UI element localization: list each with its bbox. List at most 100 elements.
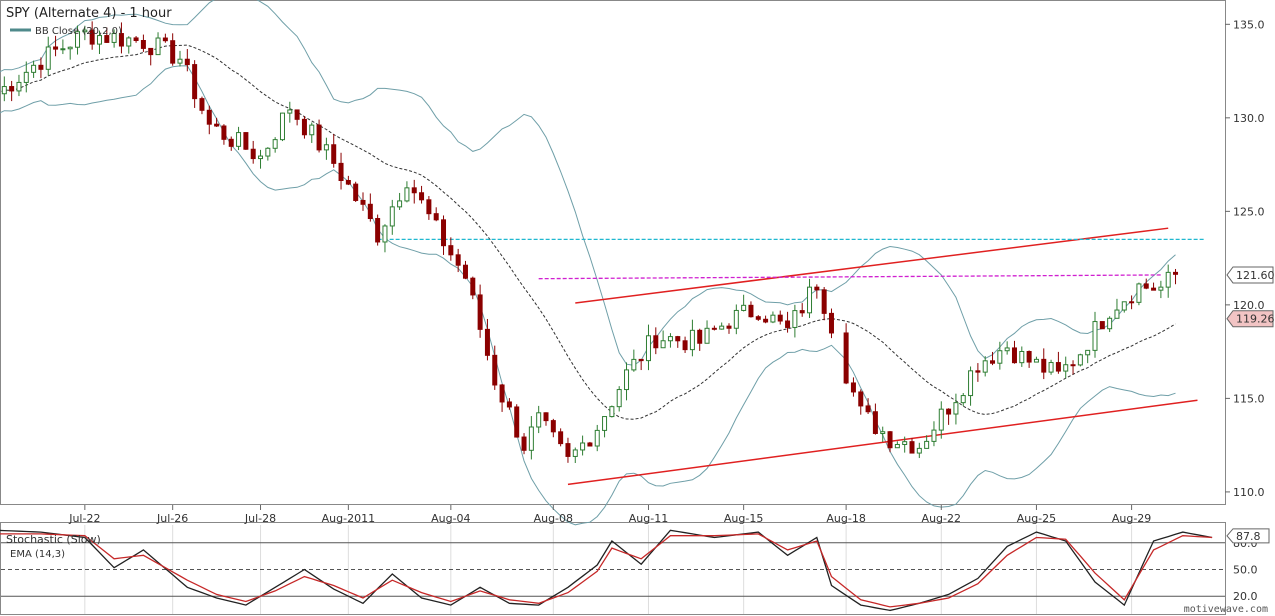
y-tick-label: 110.0 <box>1233 486 1265 499</box>
candle-body <box>360 199 366 205</box>
candle-body <box>1033 358 1039 363</box>
candle-body <box>1011 347 1017 364</box>
candle-body <box>75 31 81 48</box>
candle-body <box>60 48 66 51</box>
candle-body <box>902 441 908 445</box>
x-tick-label: Aug-04 <box>431 512 470 525</box>
candle-body <box>711 327 717 330</box>
bb-upper-band <box>0 0 1176 366</box>
candle-body <box>550 420 556 433</box>
candle-body <box>850 382 856 393</box>
bb-middle-band <box>0 44 1176 420</box>
candle-body <box>170 40 176 64</box>
candle-body <box>382 225 388 243</box>
candle-body <box>777 314 783 322</box>
candle-body <box>1041 358 1047 373</box>
candle-body <box>470 277 476 296</box>
candle-body <box>118 33 124 47</box>
y-tick-label: 135.0 <box>1233 18 1265 31</box>
candle-body <box>1129 301 1135 304</box>
x-tick-label: Aug-18 <box>826 512 865 525</box>
candle-body <box>214 123 220 127</box>
candle-body <box>1026 350 1032 363</box>
candle-body <box>872 411 878 434</box>
upper-trendline <box>575 227 1169 304</box>
x-tick-label: Aug-15 <box>724 512 763 525</box>
candle-body <box>645 335 651 362</box>
price-y-axis: 110.0 115.0 120.0 125.0 130.0 135.0 121.60 119.… <box>1225 18 1275 499</box>
candle-body <box>719 325 725 330</box>
time-x-axis: Jul-22 Jul-26 Jul-28 Aug-2011 Aug-04 Aug-08 Au… <box>68 505 1151 614</box>
candle-body <box>236 132 242 147</box>
candle-body <box>638 358 644 362</box>
x-tick-label: Aug-22 <box>922 512 961 525</box>
candle-body <box>148 47 154 56</box>
candle-body <box>177 58 183 64</box>
candle-body <box>96 35 102 45</box>
bb-legend-label: BB Close (20,2,0) <box>35 26 122 37</box>
candle-body <box>126 37 132 47</box>
ema-legend-label: EMA (14,3) <box>10 549 65 560</box>
candle-body <box>594 429 600 447</box>
candle-body <box>294 109 300 120</box>
candle-body <box>1158 286 1164 291</box>
y-tick-label: 115.0 <box>1233 392 1265 405</box>
candle-body <box>455 254 461 266</box>
stoch-last-value: 87.8 <box>1236 530 1261 543</box>
candle-body <box>968 370 974 397</box>
candle-body <box>353 183 359 201</box>
candle-body <box>799 310 805 314</box>
candle-body <box>1063 364 1069 372</box>
candle-body <box>133 37 139 41</box>
candle-body <box>843 332 849 384</box>
candle-body <box>206 109 212 125</box>
candle-body <box>1165 271 1171 288</box>
candle-body <box>572 449 578 457</box>
candle-body <box>1107 317 1113 330</box>
candle-body <box>1136 283 1142 303</box>
candle-body <box>514 406 520 438</box>
stochastic-panel: 20.050.080.087.8 <box>0 528 1270 612</box>
candle-body <box>865 405 871 413</box>
candle-body <box>931 429 937 442</box>
stoch-last-badge-bg <box>1226 528 1270 544</box>
candle-body <box>104 35 110 43</box>
candle-body <box>1121 301 1127 311</box>
x-tick-label: Jul-22 <box>68 512 100 525</box>
candle-body <box>221 125 227 140</box>
x-tick-label: Aug-25 <box>1017 512 1056 525</box>
candle-body <box>814 286 820 291</box>
candle-body <box>506 401 512 408</box>
candle-body <box>111 33 117 43</box>
candle-body <box>624 369 630 391</box>
candle-body <box>316 124 322 151</box>
candle-body <box>631 358 637 371</box>
candle-body <box>770 314 776 323</box>
candle-body <box>23 71 29 83</box>
candle-body <box>602 416 608 431</box>
candle-body <box>807 286 813 314</box>
candle-body <box>1114 309 1120 319</box>
candle-body <box>785 320 791 328</box>
candle-body <box>140 39 146 49</box>
candle-body <box>858 391 864 407</box>
candle-body <box>792 310 798 328</box>
stochastic-panel-frame <box>0 522 1226 615</box>
candle-body <box>9 86 15 92</box>
candle-body <box>536 412 542 428</box>
candle-body <box>675 336 681 342</box>
candle-body <box>82 29 88 33</box>
price-panel-frame <box>0 0 1226 505</box>
candle-body <box>689 329 695 351</box>
candle-body <box>609 406 615 418</box>
candlesticks <box>1 21 1179 464</box>
resistance-line <box>538 274 1161 280</box>
candle-body <box>1173 271 1179 275</box>
x-tick-label: Jul-26 <box>156 512 188 525</box>
candle-body <box>1004 347 1010 352</box>
bb-middle-badge-bg <box>1226 310 1274 328</box>
candle-body <box>287 109 293 114</box>
candle-body <box>331 144 337 164</box>
candle-body <box>528 426 534 451</box>
